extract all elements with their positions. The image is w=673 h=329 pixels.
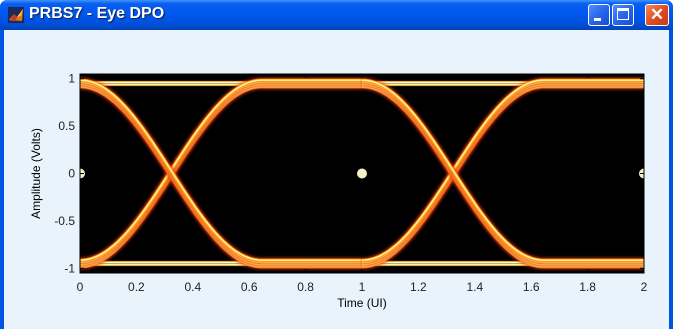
x-tick-label: 1.6 <box>523 280 540 294</box>
y-tick-label: 0 <box>68 167 75 181</box>
x-tick-label: 1.2 <box>410 280 427 294</box>
matlab-figure-icon <box>8 7 24 23</box>
falling-edge-trace <box>80 79 362 261</box>
y-tick-label: -1 <box>64 261 75 275</box>
x-tick-label: 0.2 <box>128 280 145 294</box>
close-button[interactable]: ✕ <box>645 4 669 26</box>
y-axis-ticks: 1 0.5 0 -0.5 -1 <box>54 72 644 275</box>
y-tick-label: 0.5 <box>58 119 75 133</box>
x-tick-label: 1.4 <box>466 280 483 294</box>
window-title: PRBS7 - Eye DPO <box>29 5 165 22</box>
rising-edge-trace <box>361 79 644 261</box>
x-tick-label: 1 <box>359 280 366 294</box>
maximize-icon <box>617 8 629 20</box>
y-tick-label: -0.5 <box>54 214 75 228</box>
title-bar[interactable]: PRBS7 - Eye DPO ✕ <box>0 0 673 30</box>
minimize-icon <box>594 18 601 21</box>
close-icon: ✕ <box>649 5 665 24</box>
eye-diagram-chart[interactable]: 0 0.2 0.4 0.6 0.8 1 1.2 1.4 1.6 1.8 2 10.50-0.5-1 … <box>4 30 669 329</box>
x-axis-label: Time (UI) <box>337 296 387 310</box>
figure-area: 0 0.2 0.4 0.6 0.8 1 1.2 1.4 1.6 1.8 2 1 0.5 0 -0.5 -1 … <box>4 30 669 329</box>
y-tick-label: 1 <box>68 72 75 86</box>
x-tick-label: 1.8 <box>579 280 596 294</box>
minimize-button[interactable] <box>588 4 610 26</box>
x-tick-label: 0.4 <box>184 280 201 294</box>
crossing-point <box>357 168 367 179</box>
x-axis-ticks: 0 0.2 0.4 0.6 0.8 1 1.2 1.4 1.6 1.8 2 <box>77 74 648 294</box>
y-axis-label: Amplitude (Volts) <box>29 128 43 219</box>
rising-edge-trace <box>80 79 362 261</box>
x-tick-label: 0.8 <box>297 280 314 294</box>
falling-edge-trace <box>361 79 644 261</box>
eye-traces <box>80 77 644 270</box>
x-tick-label: 0 <box>77 280 84 294</box>
x-tick-label: 0.6 <box>241 280 258 294</box>
maximize-button[interactable] <box>612 4 634 26</box>
x-tick-label: 2 <box>641 280 648 294</box>
